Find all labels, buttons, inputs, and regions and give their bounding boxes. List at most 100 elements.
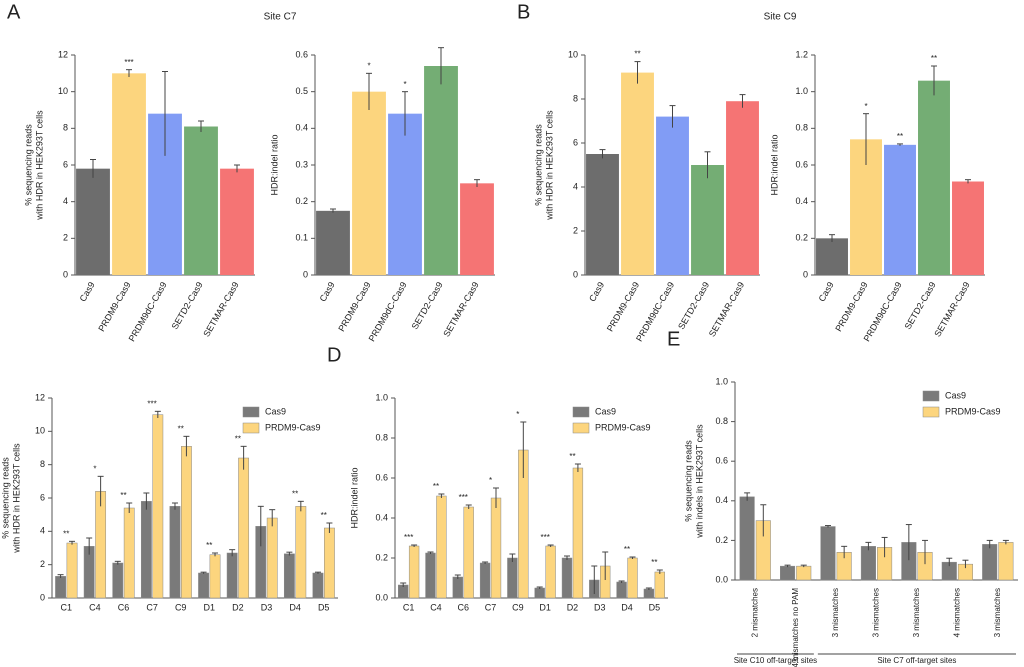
significance: *** [147,399,156,408]
x-tick-label: D3 [594,602,606,612]
legend-swatch [922,390,940,402]
y-tick-label: 0.2 [795,233,808,243]
y-axis-label: with HDR in HEK293T cells [544,110,554,221]
bar [796,565,812,581]
significance: * [403,80,406,89]
x-tick-label: C4 [89,602,101,612]
x-tick-label: D5 [318,602,330,612]
y-tick-label: 12 [35,392,45,402]
x-tick-label: C9 [512,602,524,612]
x-tick-label: SETD2-Cas9 [410,280,445,331]
x-tick-label: C7 [485,602,497,612]
bar [656,116,689,275]
legend-swatch [922,406,940,418]
bar [463,506,474,599]
bar [643,588,655,599]
legend-swatch [242,406,260,418]
y-tick-label: 0.4 [795,196,808,206]
y-tick-label: 4 [63,196,68,206]
bar [545,545,556,599]
bar [860,546,876,581]
bar [627,557,638,599]
legend-swatch [242,422,260,434]
bar [112,562,124,599]
group-label: Site C7 off-target sites [877,656,956,665]
y-axis-label: with indels in HEK293T cells [694,424,704,539]
y-tick-label: 0.2 [715,535,728,545]
bar [95,491,107,599]
significance: * [864,102,867,111]
x-tick-label: 3 mismatches [912,588,921,637]
y-tick-label: 1.0 [715,376,728,386]
bar [352,91,386,276]
x-tick-label: PRDM9-Cas9 [605,280,641,333]
y-tick-label: 2 [573,225,578,235]
bar [621,72,654,275]
y-tick-label: 0.8 [715,416,728,426]
x-tick-label: C6 [457,602,469,612]
x-tick-label: D5 [649,602,661,612]
bar [490,497,502,599]
significance: ** [634,50,640,59]
y-tick-label: 0.5 [295,86,308,96]
significance: * [93,464,96,473]
significance: ** [292,489,298,498]
bar [816,238,848,275]
y-tick-label: 0.6 [295,49,308,59]
bar [460,183,494,275]
bar [586,154,619,275]
y-tick-label: 2 [40,559,45,569]
bar [112,73,146,275]
bar [918,80,950,276]
x-tick-label: C6 [118,602,130,612]
y-tick-label: 0 [573,269,578,279]
significance: *** [540,533,549,542]
bar [209,554,221,599]
y-axis-label: HDR:indel ratio [349,467,359,528]
x-tick-label: Cas9 [817,280,836,303]
significance: ** [321,511,327,520]
bar [152,414,164,599]
x-tick-label: 3 mismatches [993,588,1002,637]
x-tick-label: D4 [289,602,301,612]
bar [436,495,447,599]
x-tick-label: Cas9 [78,280,97,303]
bar [123,507,135,599]
bar [424,66,458,275]
significance: *** [124,58,133,67]
y-tick-label: 8 [63,123,68,133]
y-axis-label: % sequencing reads [23,124,33,206]
bar [654,571,665,599]
significance: ** [206,541,212,550]
x-tick-label: PRDM9dC-Cas9 [367,280,409,343]
y-tick-label: 0.8 [375,432,388,442]
significance: *** [404,533,413,542]
x-tick-label: SETMAR-Cas9 [707,280,746,338]
x-tick-label: C1 [61,602,73,612]
y-tick-label: 2 [63,233,68,243]
bar [820,526,836,581]
y-tick-label: 6 [40,492,45,502]
y-tick-label: 0.4 [375,512,388,522]
y-axis-label: with HDR in HEK293T cells [11,443,21,554]
y-tick-label: 0.3 [295,159,308,169]
bar [295,506,307,599]
x-tick-label: SETMAR-Cas9 [932,280,971,338]
x-tick-label: Cas9 [587,280,606,303]
bar [324,527,335,599]
legend-label: PRDM9-Cas9 [265,422,321,432]
y-tick-label: 0.2 [375,552,388,562]
bar [76,168,110,275]
bar [780,565,796,581]
y-tick-label: 12 [58,49,68,59]
bar [534,587,545,599]
bar [982,544,998,581]
x-tick-label: D1 [539,602,551,612]
significance: ** [931,54,937,63]
y-tick-label: 0 [40,592,45,602]
x-tick-label: D2 [232,602,244,612]
bar [181,446,192,599]
y-tick-label: 6 [63,159,68,169]
bar [316,210,350,275]
bar [998,542,1014,581]
